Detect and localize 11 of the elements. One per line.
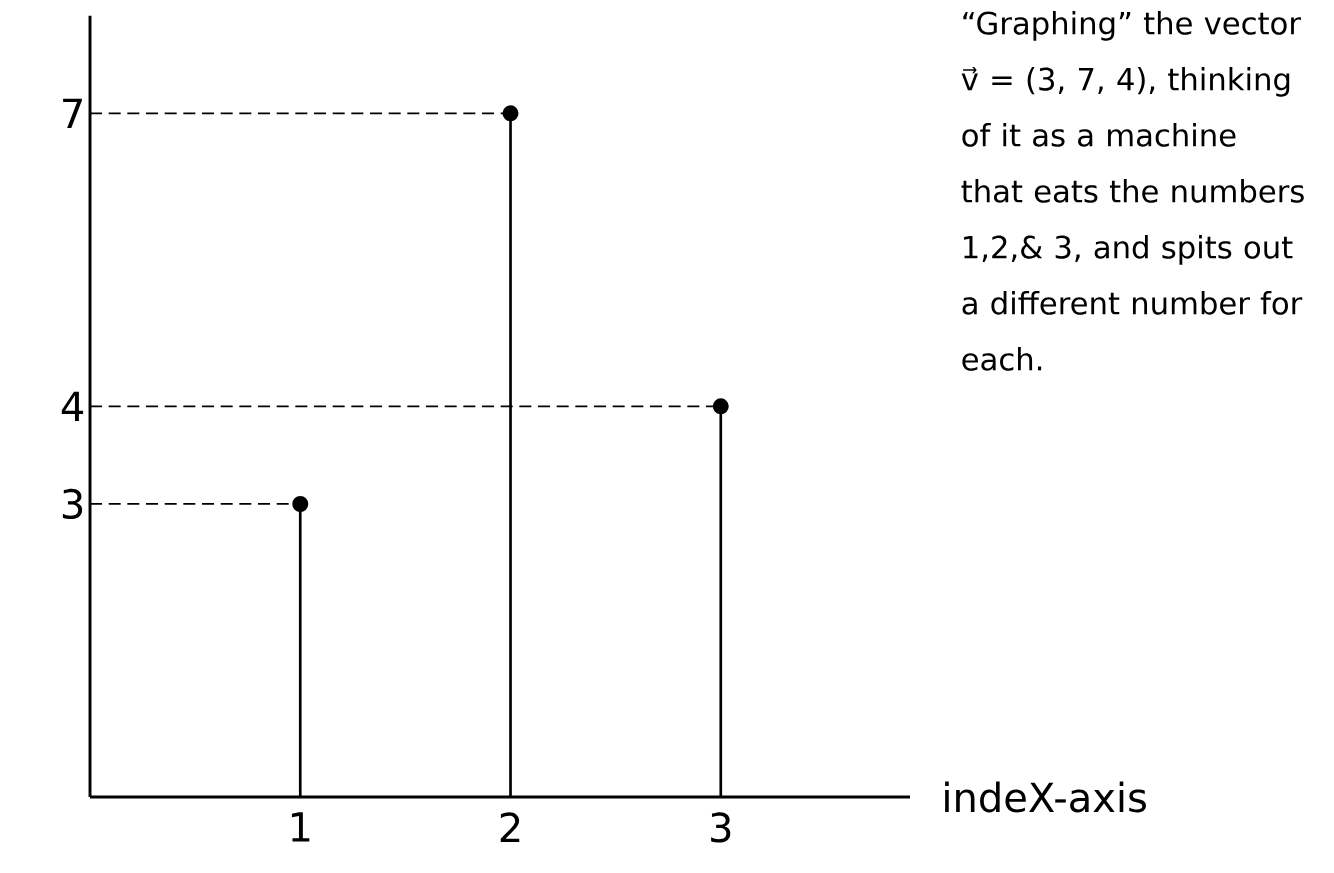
y-tick-label: 7 bbox=[63, 98, 82, 128]
x-tick-label: 3 bbox=[711, 812, 731, 843]
point bbox=[502, 105, 519, 122]
y-tick-label: 3 bbox=[62, 488, 83, 520]
y-tick-label: 4 bbox=[61, 391, 84, 421]
x-tick-label: 1 bbox=[291, 812, 310, 842]
text: “Graphing” the vector v⃗ = (3, 7, 4), thinking of it as a machine that eats the numbers 1,2,& 3, and spits out a different number for each. bbox=[961, 11, 1304, 371]
point bbox=[292, 495, 309, 512]
x-tick-label: 2 bbox=[500, 812, 520, 843]
point bbox=[712, 398, 729, 415]
x-axis-title: indeX-axis bbox=[945, 781, 1146, 813]
